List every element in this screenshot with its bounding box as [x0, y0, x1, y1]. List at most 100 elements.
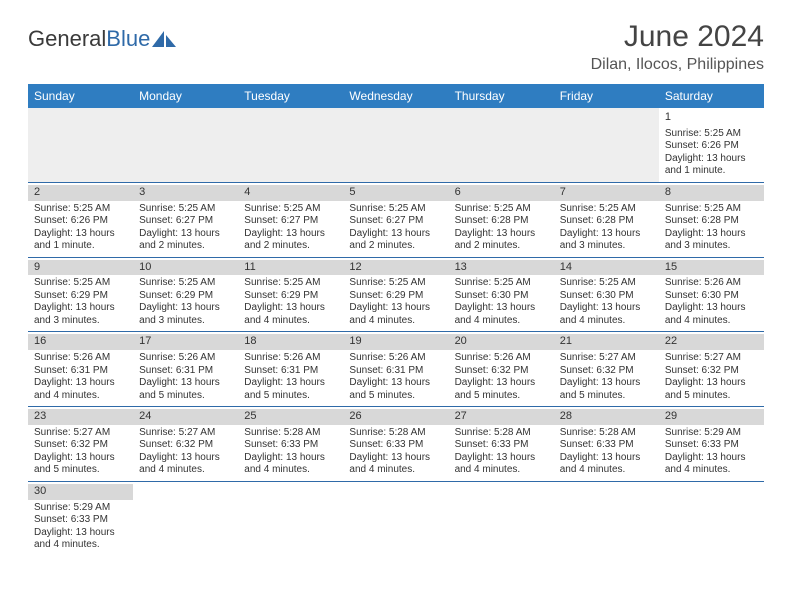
calendar-day-cell: 6Sunrise: 5:25 AMSunset: 6:28 PMDaylight…: [449, 182, 554, 257]
sunset-text: Sunset: 6:27 PM: [139, 215, 232, 228]
day-number: 27: [449, 409, 554, 425]
day-number: 17: [133, 334, 238, 350]
sunset-text: Sunset: 6:32 PM: [139, 439, 232, 452]
calendar-day-cell: 28Sunrise: 5:28 AMSunset: 6:33 PMDayligh…: [554, 407, 659, 482]
daylight-text: and 2 minutes.: [139, 240, 232, 253]
calendar-day-cell: 1Sunrise: 5:25 AMSunset: 6:26 PMDaylight…: [659, 108, 764, 182]
day-number: 5: [343, 185, 448, 201]
sunrise-text: Sunrise: 5:27 AM: [34, 427, 127, 440]
calendar-day-cell: 22Sunrise: 5:27 AMSunset: 6:32 PMDayligh…: [659, 332, 764, 407]
day-header: Tuesday: [238, 84, 343, 108]
daylight-text: Daylight: 13 hours: [139, 377, 232, 390]
calendar-day-cell: 5Sunrise: 5:25 AMSunset: 6:27 PMDaylight…: [343, 182, 448, 257]
calendar-week-row: 30Sunrise: 5:29 AMSunset: 6:33 PMDayligh…: [28, 481, 764, 555]
sunset-text: Sunset: 6:28 PM: [455, 215, 548, 228]
sunset-text: Sunset: 6:33 PM: [34, 514, 127, 527]
calendar-page: GeneralBlue June 2024 Dilan, Ilocos, Phi…: [0, 0, 792, 576]
sunset-text: Sunset: 6:32 PM: [455, 365, 548, 378]
calendar-day-cell: 24Sunrise: 5:27 AMSunset: 6:32 PMDayligh…: [133, 407, 238, 482]
daylight-text: and 1 minute.: [665, 165, 758, 178]
sunset-text: Sunset: 6:29 PM: [349, 290, 442, 303]
logo: GeneralBlue: [28, 26, 178, 52]
daylight-text: and 4 minutes.: [244, 464, 337, 477]
day-number: 22: [659, 334, 764, 350]
daylight-text: and 4 minutes.: [560, 464, 653, 477]
sunset-text: Sunset: 6:29 PM: [244, 290, 337, 303]
calendar-day-cell: 18Sunrise: 5:26 AMSunset: 6:31 PMDayligh…: [238, 332, 343, 407]
sunrise-text: Sunrise: 5:25 AM: [665, 128, 758, 141]
calendar-week-row: 23Sunrise: 5:27 AMSunset: 6:32 PMDayligh…: [28, 407, 764, 482]
day-number: 1: [659, 110, 764, 126]
sunrise-text: Sunrise: 5:25 AM: [244, 203, 337, 216]
day-number: 30: [28, 484, 133, 500]
calendar-day-cell: 12Sunrise: 5:25 AMSunset: 6:29 PMDayligh…: [343, 257, 448, 332]
sunrise-text: Sunrise: 5:26 AM: [349, 352, 442, 365]
day-number: 9: [28, 260, 133, 276]
calendar-day-cell: 8Sunrise: 5:25 AMSunset: 6:28 PMDaylight…: [659, 182, 764, 257]
sunrise-text: Sunrise: 5:25 AM: [34, 203, 127, 216]
sunset-text: Sunset: 6:30 PM: [560, 290, 653, 303]
day-header: Friday: [554, 84, 659, 108]
day-number: 24: [133, 409, 238, 425]
day-number: 14: [554, 260, 659, 276]
calendar-empty-cell: [659, 481, 764, 555]
daylight-text: Daylight: 13 hours: [244, 452, 337, 465]
daylight-text: Daylight: 13 hours: [139, 452, 232, 465]
daylight-text: and 1 minute.: [34, 240, 127, 253]
daylight-text: Daylight: 13 hours: [349, 228, 442, 241]
calendar-day-cell: 17Sunrise: 5:26 AMSunset: 6:31 PMDayligh…: [133, 332, 238, 407]
calendar-day-cell: 3Sunrise: 5:25 AMSunset: 6:27 PMDaylight…: [133, 182, 238, 257]
daylight-text: and 3 minutes.: [139, 315, 232, 328]
sunset-text: Sunset: 6:28 PM: [560, 215, 653, 228]
sunset-text: Sunset: 6:33 PM: [560, 439, 653, 452]
daylight-text: and 3 minutes.: [34, 315, 127, 328]
day-number: 3: [133, 185, 238, 201]
sunrise-text: Sunrise: 5:25 AM: [139, 277, 232, 290]
daylight-text: Daylight: 13 hours: [34, 527, 127, 540]
daylight-text: and 5 minutes.: [665, 390, 758, 403]
daylight-text: Daylight: 13 hours: [349, 452, 442, 465]
calendar-day-cell: 21Sunrise: 5:27 AMSunset: 6:32 PMDayligh…: [554, 332, 659, 407]
sunrise-text: Sunrise: 5:28 AM: [349, 427, 442, 440]
daylight-text: and 4 minutes.: [34, 539, 127, 552]
sunrise-text: Sunrise: 5:25 AM: [349, 203, 442, 216]
calendar-day-cell: 14Sunrise: 5:25 AMSunset: 6:30 PMDayligh…: [554, 257, 659, 332]
daylight-text: and 4 minutes.: [139, 464, 232, 477]
daylight-text: and 4 minutes.: [560, 315, 653, 328]
day-number: 23: [28, 409, 133, 425]
sunset-text: Sunset: 6:26 PM: [34, 215, 127, 228]
sunrise-text: Sunrise: 5:25 AM: [665, 203, 758, 216]
sunset-text: Sunset: 6:26 PM: [665, 140, 758, 153]
calendar-day-cell: 11Sunrise: 5:25 AMSunset: 6:29 PMDayligh…: [238, 257, 343, 332]
calendar-day-cell: 15Sunrise: 5:26 AMSunset: 6:30 PMDayligh…: [659, 257, 764, 332]
day-number: 10: [133, 260, 238, 276]
calendar-empty-cell: [133, 481, 238, 555]
day-number: 21: [554, 334, 659, 350]
sunset-text: Sunset: 6:31 PM: [349, 365, 442, 378]
logo-text-1: General: [28, 26, 106, 52]
day-number: 8: [659, 185, 764, 201]
day-number: 16: [28, 334, 133, 350]
daylight-text: and 2 minutes.: [349, 240, 442, 253]
day-number: 13: [449, 260, 554, 276]
day-number: 11: [238, 260, 343, 276]
daylight-text: Daylight: 13 hours: [349, 302, 442, 315]
daylight-text: Daylight: 13 hours: [560, 228, 653, 241]
daylight-text: and 5 minutes.: [34, 464, 127, 477]
sunrise-text: Sunrise: 5:26 AM: [139, 352, 232, 365]
sunrise-text: Sunrise: 5:28 AM: [560, 427, 653, 440]
calendar-day-cell: 27Sunrise: 5:28 AMSunset: 6:33 PMDayligh…: [449, 407, 554, 482]
sunset-text: Sunset: 6:31 PM: [244, 365, 337, 378]
calendar-day-cell: 29Sunrise: 5:29 AMSunset: 6:33 PMDayligh…: [659, 407, 764, 482]
day-number: 18: [238, 334, 343, 350]
daylight-text: and 2 minutes.: [455, 240, 548, 253]
day-header: Thursday: [449, 84, 554, 108]
calendar-day-cell: 20Sunrise: 5:26 AMSunset: 6:32 PMDayligh…: [449, 332, 554, 407]
sunset-text: Sunset: 6:32 PM: [665, 365, 758, 378]
daylight-text: and 4 minutes.: [244, 315, 337, 328]
day-header: Wednesday: [343, 84, 448, 108]
calendar-day-cell: 19Sunrise: 5:26 AMSunset: 6:31 PMDayligh…: [343, 332, 448, 407]
daylight-text: and 5 minutes.: [455, 390, 548, 403]
calendar-day-cell: 26Sunrise: 5:28 AMSunset: 6:33 PMDayligh…: [343, 407, 448, 482]
daylight-text: and 5 minutes.: [349, 390, 442, 403]
